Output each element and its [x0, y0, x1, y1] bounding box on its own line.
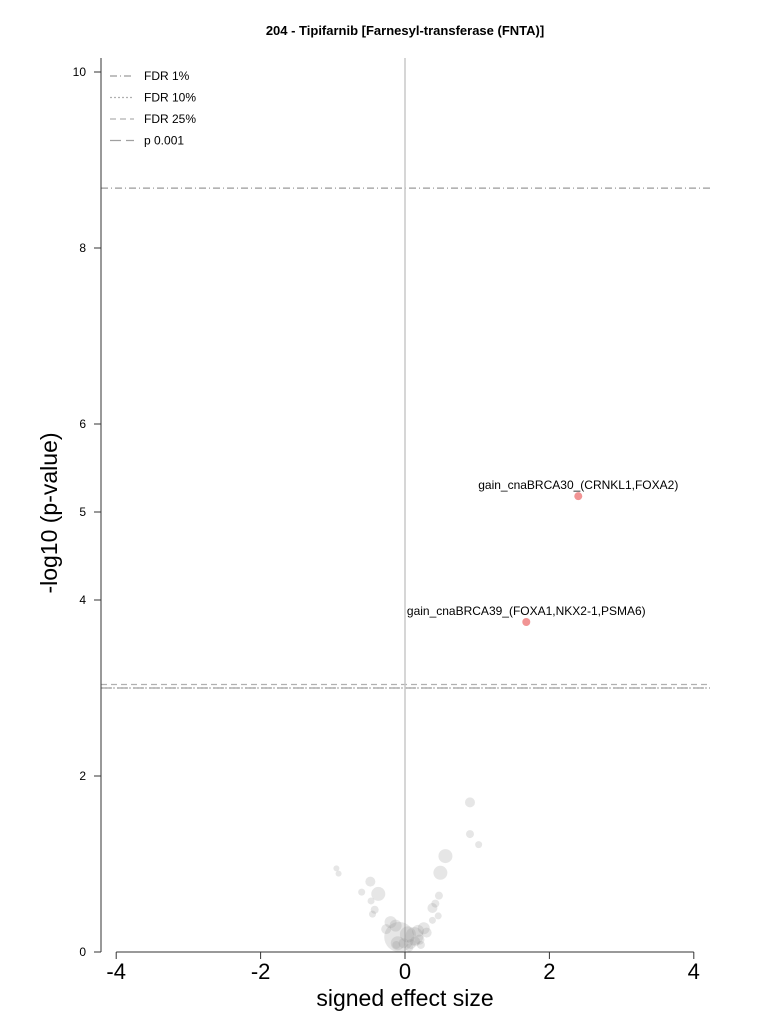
chart-title: 204 - Tipifarnib [Farnesyl-transferase (…	[266, 23, 544, 38]
significant-point	[522, 618, 531, 626]
x-tick-label: 4	[688, 959, 700, 984]
scatter-point	[428, 916, 436, 924]
y-axis-title: -log10 (p-value)	[36, 432, 62, 593]
y-ticks: 0 2 4 5 6 8 10	[73, 65, 101, 959]
point-annotation: gain_cnaBRCA39_(FOXA1,NKX2-1,PSMA6)	[407, 604, 646, 618]
scatter-point	[399, 926, 416, 943]
x-tick-label: -2	[251, 959, 271, 984]
y-tick-label: 4	[79, 593, 86, 607]
x-axis-title: signed effect size	[316, 985, 493, 1011]
scatter-point	[434, 891, 443, 900]
scatter-point	[434, 912, 442, 920]
scatter-point	[427, 903, 438, 913]
x-ticks: -4 -2 0 2 4	[106, 952, 700, 984]
scatter-point	[405, 943, 414, 952]
scatter-point	[417, 922, 430, 935]
scatter-point	[421, 927, 432, 938]
scatter-point	[358, 888, 366, 896]
scatter-point	[371, 886, 386, 901]
scatter-point	[416, 940, 425, 949]
background-points	[333, 797, 483, 953]
significant-point	[574, 492, 583, 501]
point-annotation: gain_cnaBRCA30_(CRNKL1,FOXA2)	[478, 478, 678, 492]
y-tick-label: 10	[73, 65, 87, 79]
y-tick-label: 8	[79, 241, 86, 255]
legend: FDR 1% FDR 10% FDR 25% p 0.001	[110, 69, 196, 148]
legend-label: FDR 10%	[144, 91, 196, 105]
scatter-point	[333, 865, 340, 872]
legend-label: FDR 25%	[144, 112, 196, 126]
scatter-point	[438, 849, 453, 864]
scatter-point	[405, 939, 416, 950]
scatter-point	[475, 841, 483, 849]
scatter-point	[389, 919, 402, 932]
scatter-point	[369, 910, 377, 918]
x-tick-label: 0	[399, 959, 411, 984]
scatter-point	[464, 797, 475, 808]
scatter-point	[390, 936, 405, 951]
legend-label: FDR 1%	[144, 69, 190, 83]
legend-label: p 0.001	[144, 134, 184, 148]
scatter-point	[384, 922, 415, 953]
scatter-point	[433, 865, 448, 880]
scatter-point	[414, 934, 425, 945]
scatter-point	[381, 924, 392, 935]
scatter-point	[392, 940, 401, 949]
x-tick-label: -4	[106, 959, 126, 984]
scatter-point	[365, 876, 376, 887]
significant-points: gain_cnaBRCA30_(CRNKL1,FOXA2) gain_cnaBRC…	[407, 478, 678, 626]
axes	[100, 58, 694, 953]
scatter-point	[384, 916, 397, 929]
y-tick-label: 6	[79, 417, 86, 431]
scatter-point	[410, 936, 421, 947]
scatter-point	[335, 870, 342, 877]
scatter-point	[431, 899, 440, 908]
y-tick-label: 2	[79, 769, 86, 783]
scatter-point	[367, 897, 375, 905]
x-tick-label: 2	[543, 959, 555, 984]
scatter-point	[465, 830, 474, 839]
scatter-point	[370, 905, 379, 914]
y-tick-label: 5	[79, 505, 86, 519]
scatter-point	[405, 927, 424, 946]
y-tick-label: 0	[79, 945, 86, 959]
scatter-point	[411, 924, 424, 937]
scatter-point	[398, 938, 409, 949]
